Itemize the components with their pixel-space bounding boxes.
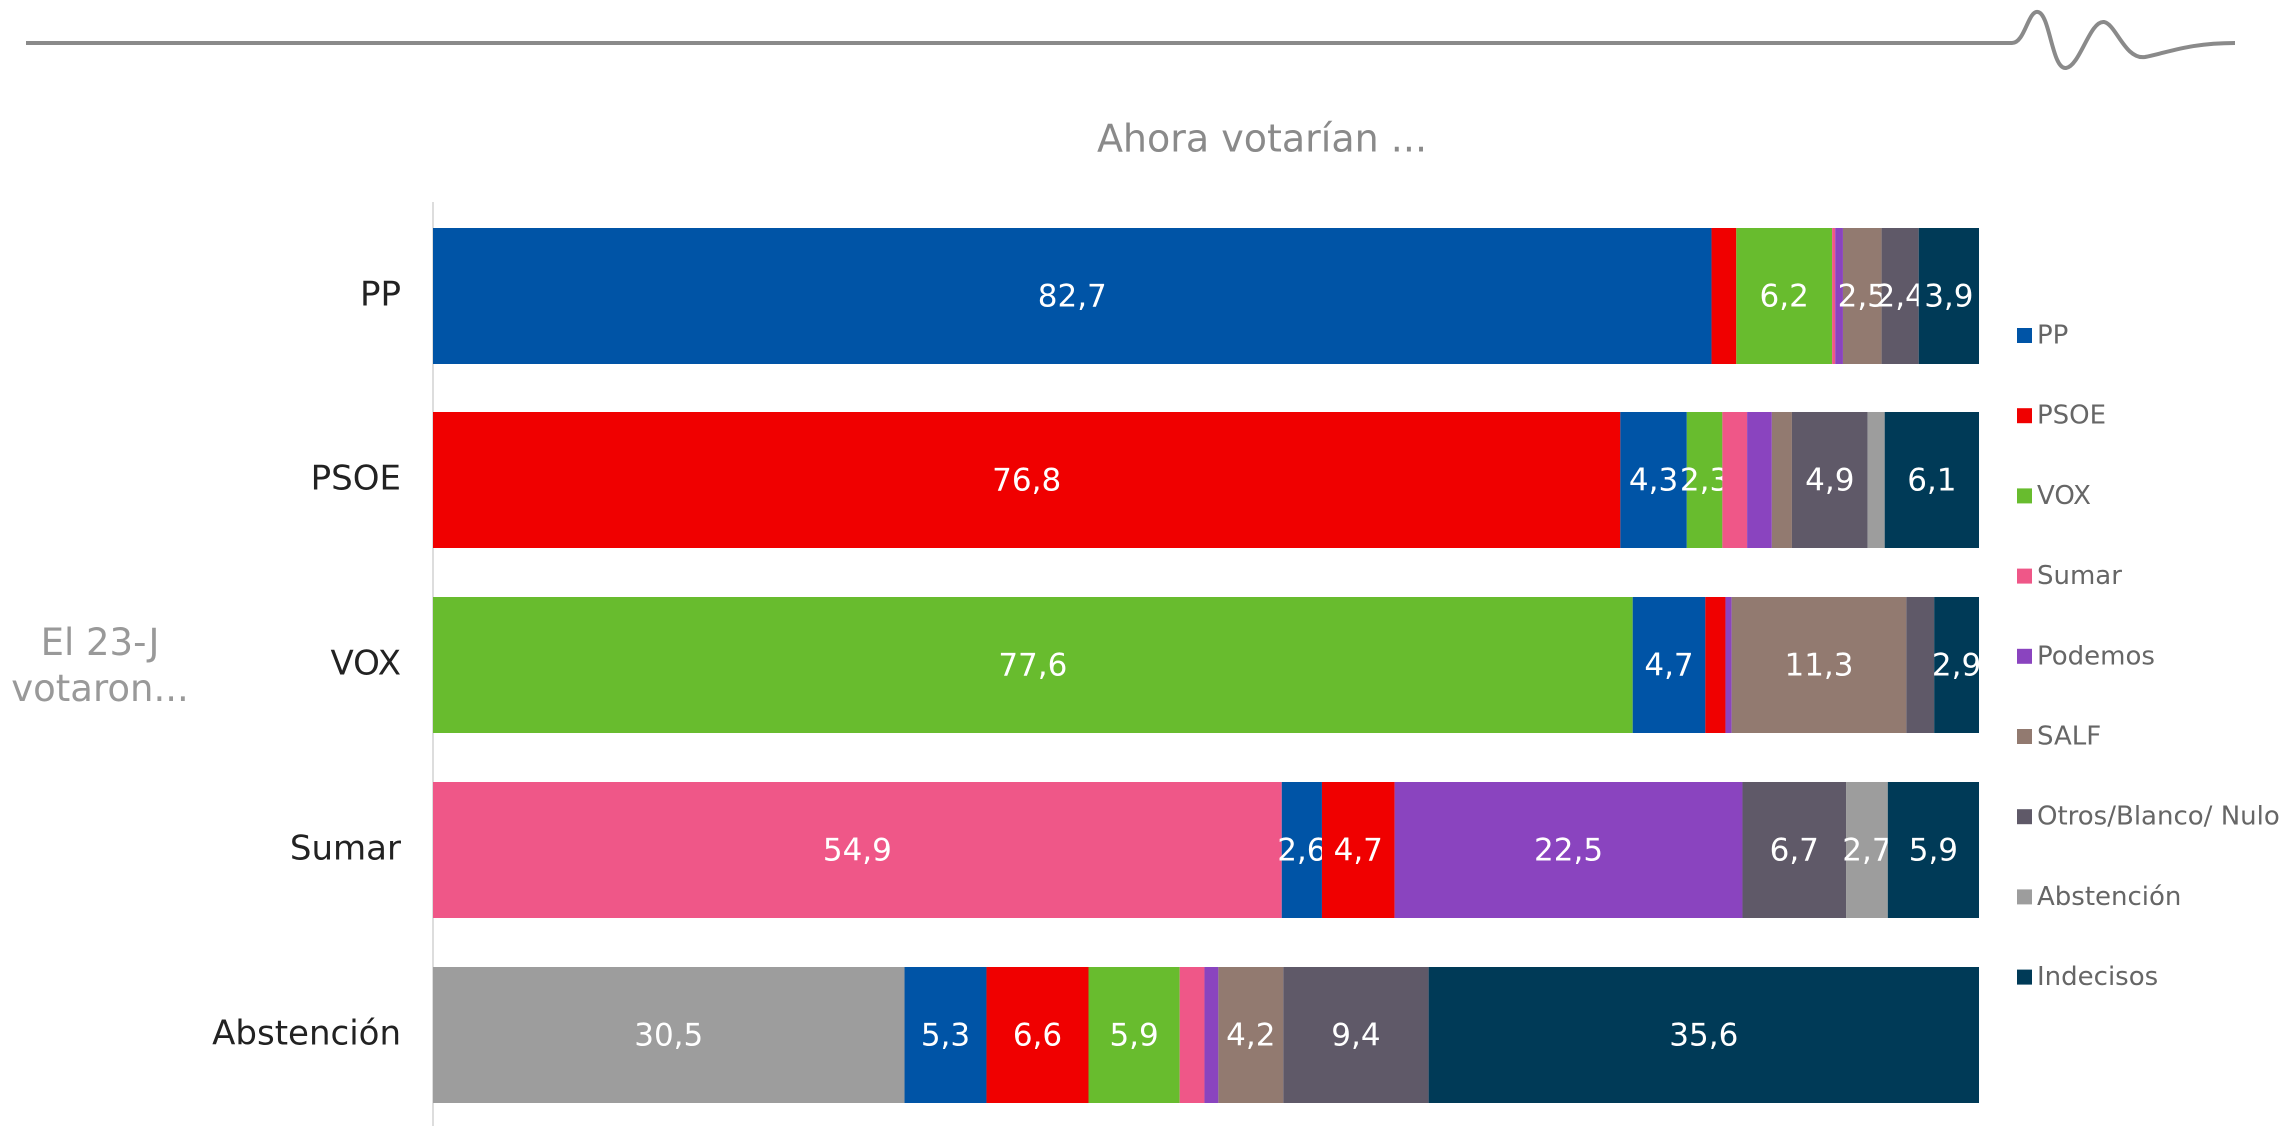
legend-label: Podemos [2037, 641, 2155, 671]
bar-segment [1428, 967, 1979, 1103]
bar-segment [433, 782, 1282, 918]
value-label: 3,9 [1924, 279, 1973, 315]
value-label: 9,4 [1331, 1018, 1380, 1054]
value-label: 35,6 [1669, 1018, 1738, 1054]
bar-segment [1771, 412, 1792, 548]
bar-segment [1884, 412, 1979, 548]
y-tick-label: PP [360, 275, 401, 315]
legend-label: SALF [2037, 722, 2101, 752]
legend-swatch [2017, 488, 2032, 504]
value-label: 5,3 [921, 1018, 970, 1054]
legend-swatch [2017, 328, 2032, 343]
bar-segment [1722, 412, 1748, 548]
legend-swatch [2017, 889, 2032, 905]
value-label: 77,6 [998, 648, 1067, 684]
value-label: 4,7 [1644, 648, 1693, 684]
legend-label: PP [2037, 321, 2068, 351]
bar-segment [1731, 597, 1907, 733]
y-tick-label: VOX [330, 644, 401, 684]
bar-segment [1632, 597, 1706, 733]
legend-swatch [2017, 408, 2032, 424]
bar-segment [1736, 228, 1833, 364]
header-decoration [26, 10, 2236, 70]
bar-segment [433, 228, 1712, 364]
y-tick-label: PSOE [311, 459, 401, 499]
y-axis-label: El 23-J votaron... [11, 621, 189, 710]
legend-label: Abstención [2037, 882, 2181, 912]
bar-segment [1791, 412, 1868, 548]
value-label: 54,9 [823, 833, 892, 869]
bar-segment [1846, 782, 1888, 918]
value-label: 2,7 [1842, 833, 1891, 869]
legend-swatch [2017, 568, 2032, 584]
bar-segment [1686, 412, 1723, 548]
value-label: 2,6 [1277, 833, 1326, 869]
bar-segment [986, 967, 1089, 1103]
y-tick-label: Sumar [290, 829, 401, 869]
bar-segment [1867, 412, 1885, 548]
value-label: 2,3 [1680, 463, 1729, 499]
legend-label: PSOE [2037, 401, 2106, 431]
chart-title: Ahora votarían ... [1097, 117, 1427, 161]
legend-swatch [2017, 969, 2032, 985]
legend-swatch [2017, 648, 2032, 664]
bar-segment [1179, 967, 1205, 1103]
legend-swatch [2017, 809, 2032, 825]
bar-segment [433, 967, 905, 1103]
value-label: 6,6 [1013, 1018, 1062, 1054]
bar-segment [1725, 597, 1732, 733]
bar-segment [1620, 412, 1687, 548]
bar-segment [1711, 228, 1737, 364]
bar-segment [1204, 967, 1219, 1103]
y-tick-label: Abstención [212, 1014, 401, 1054]
bar-segment [1887, 782, 1979, 918]
bar-segment [1842, 228, 1882, 364]
value-label: 76,8 [992, 463, 1061, 499]
bar-segment [1088, 967, 1180, 1103]
bar-segment [1394, 782, 1743, 918]
value-label: 2,4 [1875, 279, 1924, 315]
value-label: 6,2 [1760, 279, 1809, 315]
value-label: 30,5 [634, 1018, 703, 1054]
bar-segment [1934, 597, 1979, 733]
value-label: 2,5 [1838, 279, 1887, 315]
bar-segment [1832, 228, 1836, 364]
bar-segment [1283, 967, 1429, 1103]
bar-segment [1281, 782, 1322, 918]
value-label: 82,7 [1038, 279, 1107, 315]
value-label: 4,2 [1226, 1018, 1275, 1054]
value-label: 4,7 [1334, 833, 1383, 869]
value-label: 4,9 [1805, 463, 1854, 499]
bar-segment [433, 597, 1633, 733]
value-label: 2,9 [1932, 648, 1981, 684]
legend-label: Indecisos [2037, 962, 2158, 992]
bar-segment [1881, 228, 1919, 364]
bar-segment [433, 412, 1621, 548]
value-label: 6,1 [1907, 463, 1956, 499]
bar-segment [1705, 597, 1726, 733]
legend-label: Otros/Blanco/ Nulo [2037, 802, 2280, 832]
legend-label: VOX [2037, 481, 2091, 511]
value-label: 4,3 [1629, 463, 1678, 499]
value-label: 5,9 [1109, 1018, 1158, 1054]
bar-segment [1747, 412, 1772, 548]
bar-segment [1835, 228, 1843, 364]
bar-segment [1321, 782, 1395, 918]
bar-segment [1742, 782, 1847, 918]
bar-segment [1218, 967, 1284, 1103]
legend-label: Sumar [2037, 561, 2122, 591]
value-label: 5,9 [1909, 833, 1958, 869]
value-label: 22,5 [1534, 833, 1603, 869]
legend-swatch [2017, 729, 2032, 744]
value-label: 6,7 [1770, 833, 1819, 869]
bar-segment [904, 967, 987, 1103]
value-label: 11,3 [1784, 648, 1853, 684]
bar-segment [1906, 597, 1935, 733]
bar-segment [1918, 228, 1979, 364]
